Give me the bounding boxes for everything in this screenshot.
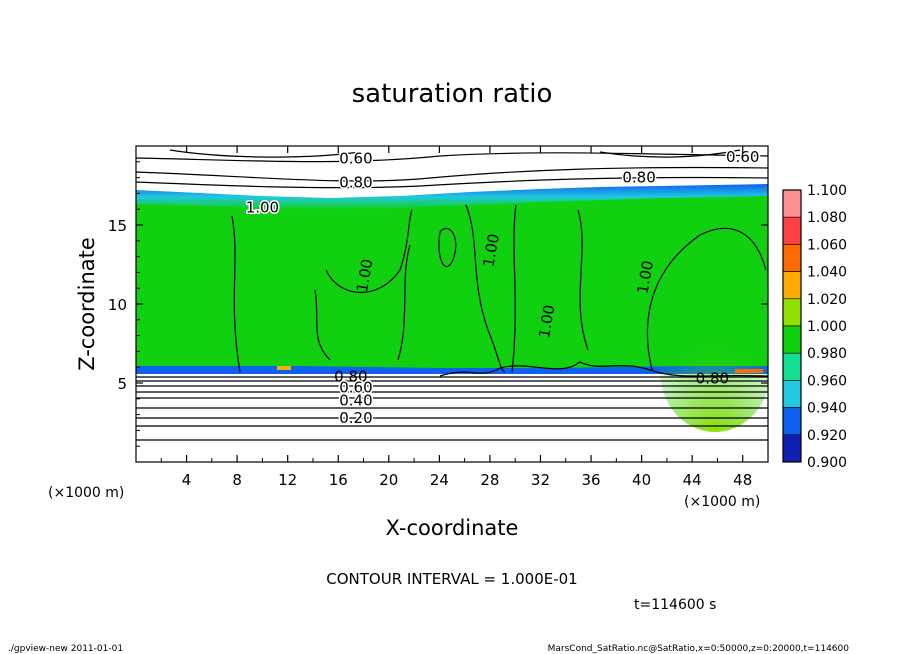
- y-tick-label: 5: [117, 375, 127, 393]
- colorbar-swatch: [782, 325, 802, 354]
- warm-spot-left: [277, 366, 291, 370]
- contour-1-00-a: [231, 215, 241, 373]
- x-tick-label: 20: [379, 471, 398, 489]
- colorbar-label: 0.900: [807, 455, 847, 471]
- colorbar-label: 0.940: [807, 401, 847, 417]
- contour-label: 1.00: [353, 258, 377, 294]
- contour-label: 1.00: [246, 199, 279, 217]
- colorbar-label: 1.080: [807, 210, 847, 226]
- colorbar: 1.100 1.080 1.060 1.040 1.020 1.000 0.980 0.960…: [782, 183, 847, 471]
- x-tick-label: 8: [232, 471, 242, 489]
- contour-1-00-b: [325, 209, 413, 293]
- contour-label: 0.60: [339, 150, 372, 168]
- footer-left: ./gpview-new 2011-01-01: [8, 644, 123, 654]
- x-tick-label: 40: [632, 471, 651, 489]
- contour-0-50-top: [169, 149, 741, 158]
- contour-0-90-top: [136, 176, 768, 189]
- colorbar-label: 1.060: [807, 237, 847, 253]
- colorbar-label: 0.960: [807, 373, 847, 389]
- warm-patch: [660, 312, 768, 432]
- contour-1-00-g: [646, 227, 767, 371]
- contour-label: 0.80: [339, 173, 372, 191]
- contour-0-70: [136, 380, 768, 382]
- colorbar-label: 1.040: [807, 265, 847, 281]
- chart-title: saturation ratio: [352, 79, 553, 109]
- y-axis-ticks: 5 10 15: [108, 161, 768, 447]
- colorbar-swatch: [782, 380, 802, 408]
- contour-0-40: [136, 397, 768, 399]
- contour-label: 0.60: [339, 379, 372, 397]
- colorbar-swatch: [782, 352, 802, 381]
- colorbar-label: 1.100: [807, 183, 847, 199]
- x-axis-label: X-coordinate: [386, 516, 519, 540]
- y-tick-label: 10: [108, 296, 127, 314]
- contour-0-80-top: [136, 166, 768, 182]
- contour-1-00-d: [465, 204, 506, 373]
- colorbar-label: 1.000: [807, 319, 847, 335]
- colorbar-swatch: [782, 244, 802, 272]
- y-tick-label: 15: [108, 217, 127, 235]
- cloud-bottom-edge: [136, 366, 768, 374]
- contour-labels: 0.60 0.600.80 0.801.001.001.001.001.000.80…: [244, 147, 761, 429]
- colorbar-swatch: [782, 271, 802, 300]
- colorbar-swatch: [782, 434, 802, 463]
- plot-area: 0.60 0.600.80 0.801.001.001.001.001.000.80…: [136, 146, 768, 462]
- x-tick-label: 4: [182, 471, 192, 489]
- x-tick-label: 24: [430, 471, 449, 489]
- contour-1-00-e: [511, 204, 517, 373]
- contour-label: 0.80: [622, 169, 655, 187]
- colorbar-swatch: [782, 189, 802, 218]
- contour-label: 0.80: [696, 369, 729, 387]
- colorbar-swatch: [782, 407, 802, 436]
- contour-0-45: [136, 391, 768, 393]
- contour-1-00-h: [314, 289, 331, 361]
- contour-label: 1.00: [535, 303, 559, 339]
- contour-label: 0.60: [726, 148, 759, 166]
- colorbar-label: 0.920: [807, 428, 847, 444]
- footer-right: MarsCond_SatRatio.nc@SatRatio,x=0:50000,…: [548, 644, 850, 654]
- x-tick-label: 12: [278, 471, 297, 489]
- colorbar-frame: [782, 189, 802, 463]
- cloud-top-edge: [136, 184, 768, 210]
- warm-spot: [735, 369, 763, 373]
- x-tick-label: 32: [531, 471, 550, 489]
- saturated-region: [136, 190, 768, 374]
- contour-1-00-i: [438, 227, 457, 268]
- x-unit-left: (×1000 m): [48, 485, 124, 501]
- x-unit-right: (×1000 m): [684, 494, 760, 510]
- contour-0-30: [136, 407, 768, 409]
- colorbar-swatch: [782, 298, 802, 327]
- contour-1-00-c: [397, 244, 411, 361]
- colorbar-swatch: [782, 216, 802, 245]
- x-tick-label: 36: [581, 471, 600, 489]
- contour-lines: [136, 149, 768, 441]
- contour-0-80: [136, 376, 768, 378]
- x-tick-label: 28: [480, 471, 499, 489]
- contour-label: 1.00: [634, 259, 658, 295]
- colorbar-label: 0.980: [807, 346, 847, 362]
- contour-label: 0.80: [334, 368, 367, 386]
- contour-0-60: [136, 385, 768, 387]
- contour-interval: CONTOUR INTERVAL = 1.000E-01: [326, 570, 577, 588]
- time-stamp: t=114600 s: [634, 597, 716, 613]
- contour-0-15: [136, 425, 768, 427]
- x-tick-label: 44: [683, 471, 702, 489]
- contour-label: 0.20: [339, 409, 372, 427]
- contour-label: 1.00: [479, 232, 503, 268]
- contour-0-90: [439, 361, 768, 377]
- colorbar-label: 1.020: [807, 292, 847, 308]
- x-axis-ticks: 4 8 12 16 20 24 28 32 36 40 44 48: [160, 146, 752, 489]
- contour-0-20: [136, 417, 768, 419]
- contour-0-10: [136, 439, 768, 441]
- x-tick-label: 48: [733, 471, 752, 489]
- contour-1-00-f: [577, 209, 589, 351]
- y-axis-label: Z-coordinate: [75, 237, 99, 371]
- x-tick-label: 16: [329, 471, 348, 489]
- contour-0-60-top: [136, 152, 768, 163]
- contour-label: 0.40: [339, 391, 372, 409]
